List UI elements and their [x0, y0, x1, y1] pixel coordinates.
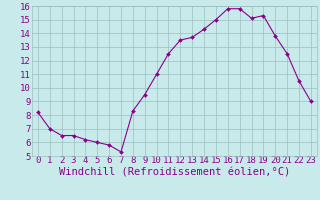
X-axis label: Windchill (Refroidissement éolien,°C): Windchill (Refroidissement éolien,°C) — [59, 168, 290, 178]
